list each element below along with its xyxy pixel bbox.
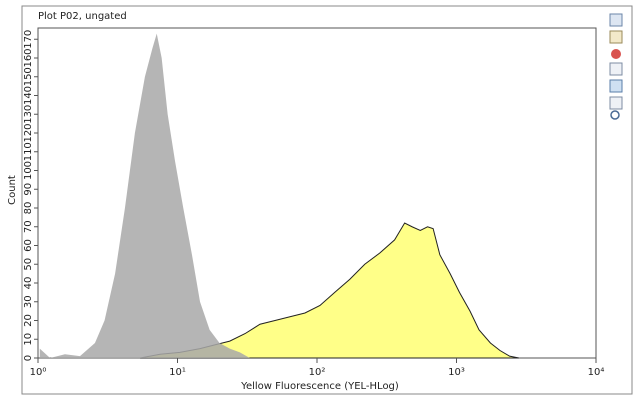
toolbar[interactable]	[609, 13, 623, 120]
y-tick-label: 40	[23, 277, 34, 290]
tool-icon[interactable]	[609, 79, 623, 93]
chart-title: Plot P02, ungated	[38, 11, 127, 22]
y-tick-label: 100	[23, 161, 34, 180]
y-tick-label: 20	[23, 314, 34, 327]
tool-icon[interactable]	[609, 30, 623, 44]
histogram-area	[140, 222, 519, 359]
y-tick-label: 60	[23, 239, 34, 252]
x-tick-label: 10³	[448, 367, 465, 378]
y-tick-label: 50	[23, 258, 34, 271]
tool-icon[interactable]	[609, 13, 623, 27]
tool-icon[interactable]	[609, 62, 623, 76]
x-tick-label: 10⁴	[588, 367, 605, 378]
x-tick-label: 10²	[309, 367, 326, 378]
y-axis-label: Count	[7, 175, 18, 205]
y-tick-label: 110	[23, 142, 34, 161]
y-tick-label: 160	[23, 48, 34, 67]
x-axis-label: Yellow Fluorescence (YEL-HLog)	[240, 381, 399, 392]
x-tick-label: 10⁰	[30, 367, 47, 378]
y-tick-label: 30	[23, 295, 34, 308]
y-tick-label: 150	[23, 67, 34, 86]
histogram-area	[39, 33, 250, 358]
tool-icon[interactable]	[611, 49, 621, 59]
y-tick-label: 10	[23, 333, 34, 346]
x-tick-label: 10¹	[169, 367, 186, 378]
y-tick-label: 130	[23, 105, 34, 124]
y-tick-label: 90	[23, 183, 34, 196]
y-tick-label: 170	[23, 30, 34, 49]
tool-icon[interactable]	[610, 110, 620, 120]
y-tick-label: 0	[23, 355, 34, 361]
y-tick-label: 120	[23, 123, 34, 142]
y-tick-label: 140	[23, 86, 34, 105]
y-tick-label: 80	[23, 202, 34, 215]
tool-icon[interactable]	[609, 96, 623, 110]
y-tick-label: 70	[23, 220, 34, 233]
